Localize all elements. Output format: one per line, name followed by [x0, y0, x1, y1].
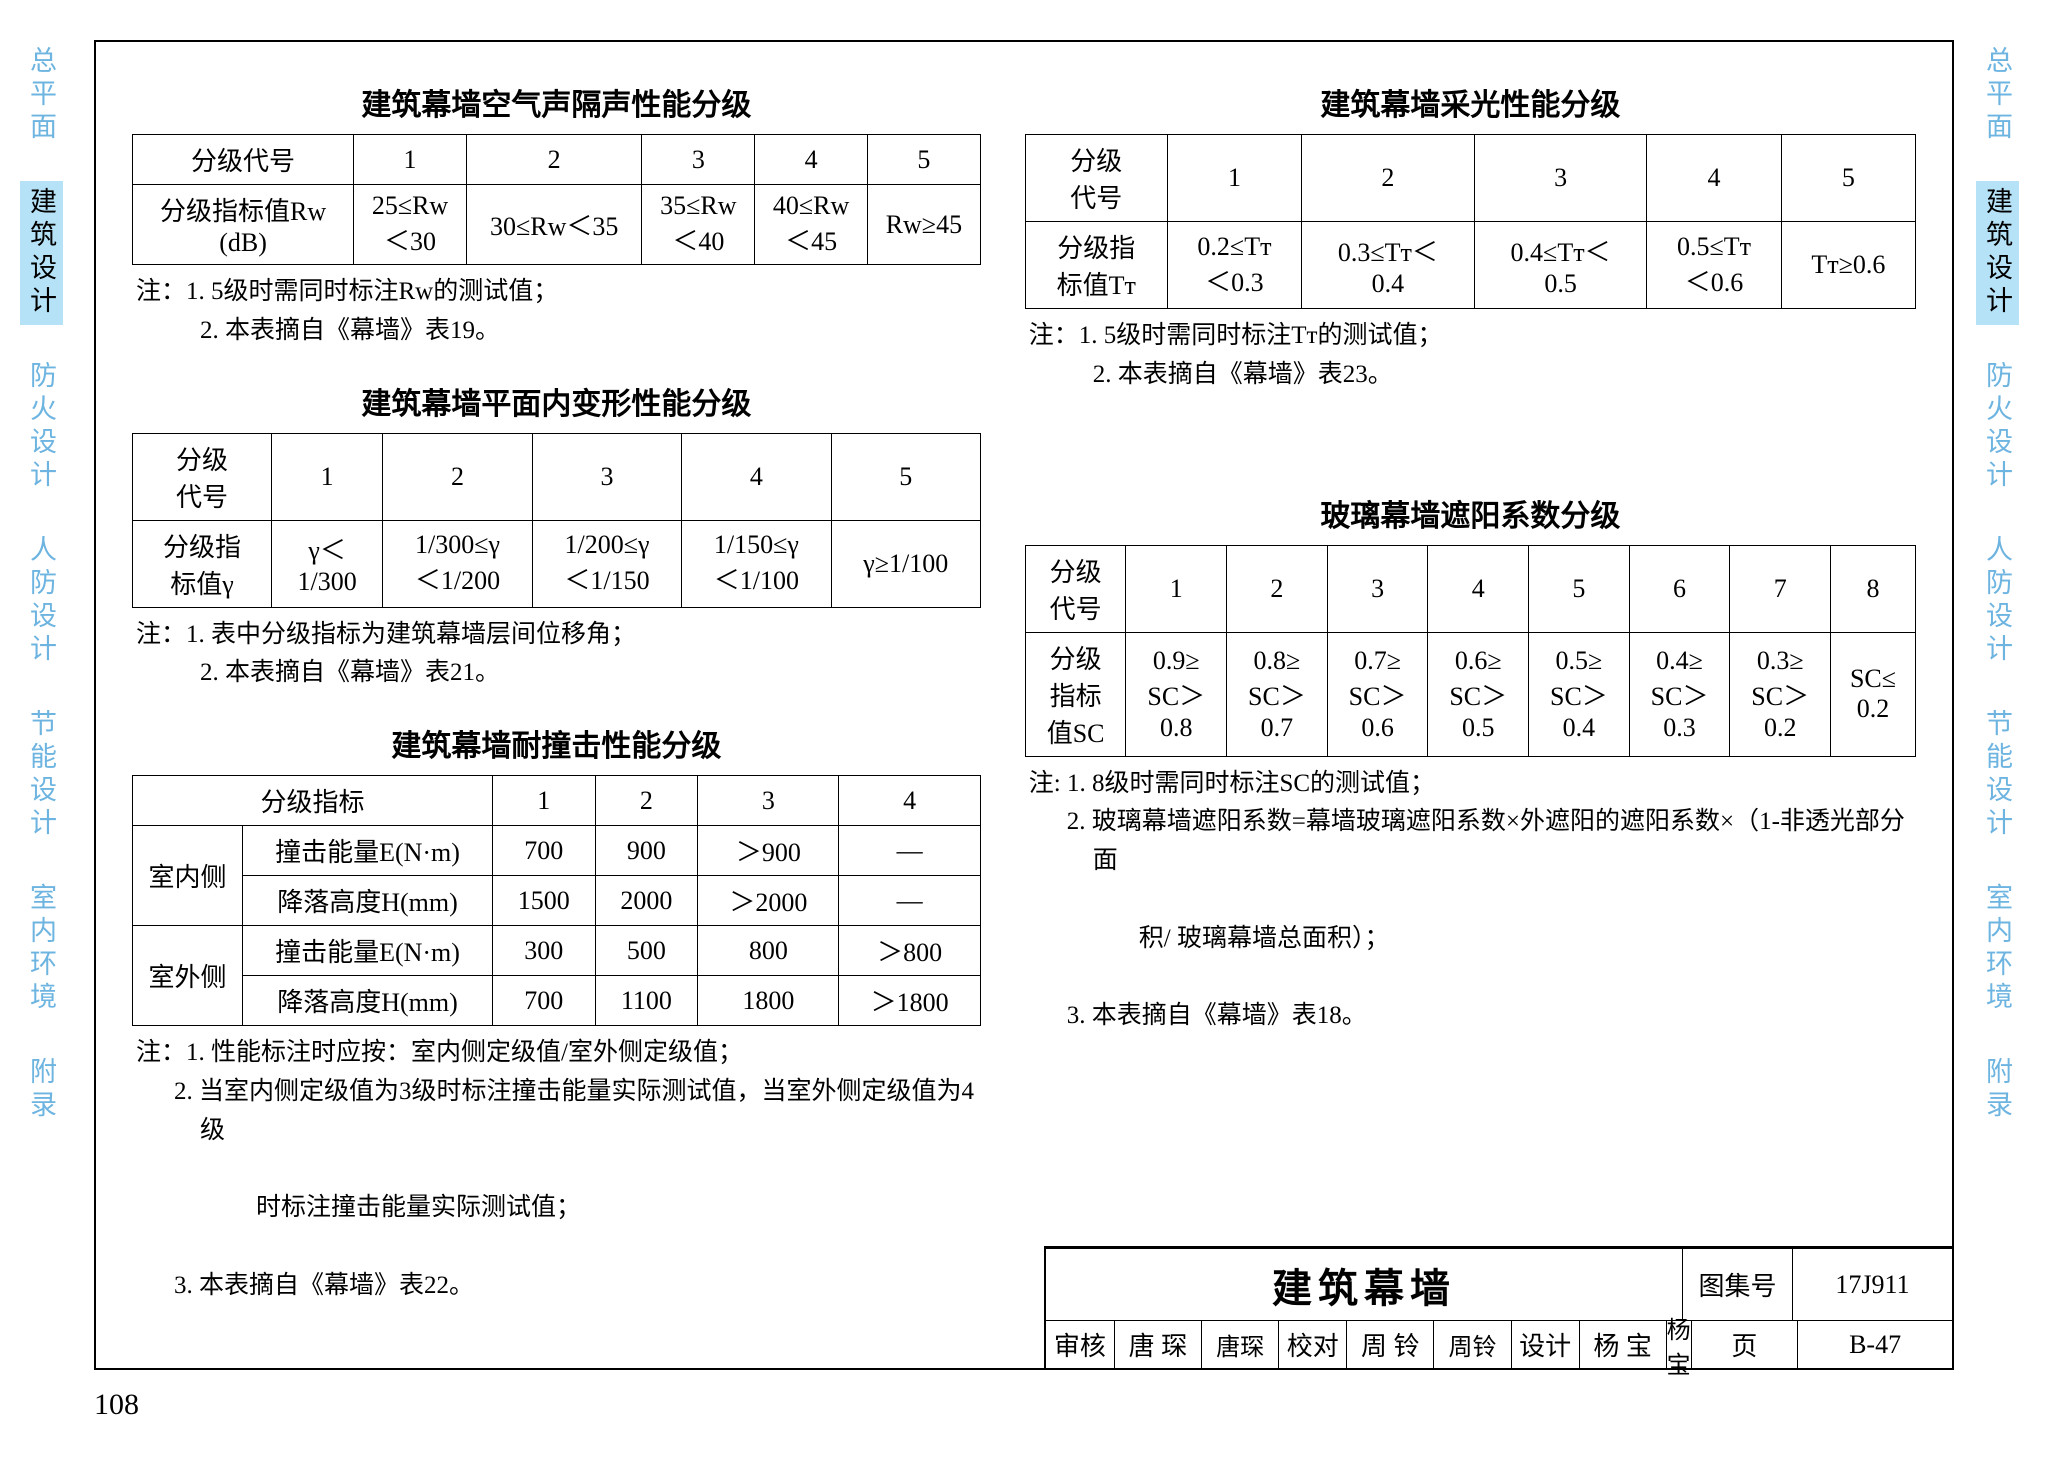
sidebar-item[interactable]: 人防设计 [1976, 529, 2019, 673]
check-label: 校对 [1278, 1320, 1346, 1368]
review-sign: 唐琛 [1201, 1320, 1278, 1368]
page-number: 108 [94, 1388, 139, 1422]
sidebar-item[interactable]: 总平面 [20, 40, 63, 151]
shading-notes: 注: 1. 8级时需同时标注SC的测试值；2. 玻璃幕墙遮阳系数=幕墙玻璃遮阳系… [1029, 765, 1916, 1036]
sound-table-title: 建筑幕墙空气声隔声性能分级 [132, 80, 981, 124]
page-value: B-47 [1797, 1320, 1952, 1368]
shading-table: 分级代号12345678分级指标值SC0.9≥SC＞0.80.8≥SC＞0.70… [1025, 545, 1916, 757]
sound-table: 分级代号12345分级指标值Rᴡ(dB)25≤Rᴡ＜3030≤Rᴡ＜3535≤R… [132, 134, 981, 265]
sidebar-item[interactable]: 节能设计 [20, 703, 63, 847]
deform-notes: 注：1. 表中分级指标为建筑幕墙层间位移角；2. 本表摘自《幕墙》表21。 [136, 616, 981, 694]
sidebar-item[interactable]: 建筑设计 [1976, 181, 2019, 325]
sidebar-item[interactable]: 人防设计 [20, 529, 63, 673]
daylight-table: 分级代号12345分级指标值Tᴛ0.2≤Tᴛ＜0.30.3≤Tᴛ＜0.40.4≤… [1025, 134, 1916, 309]
shading-table-title: 玻璃幕墙遮阳系数分级 [1025, 491, 1916, 535]
atlas-value: 17J911 [1792, 1248, 1952, 1320]
atlas-label: 图集号 [1682, 1248, 1792, 1320]
design-label: 设计 [1511, 1320, 1579, 1368]
left-sidebar: 总平面建筑设计防火设计人防设计节能设计室内环境附录 [20, 40, 70, 1159]
right-column: 建筑幕墙采光性能分级 分级代号12345分级指标值Tᴛ0.2≤Tᴛ＜0.30.3… [1025, 72, 1916, 1368]
check-sign: 周铃 [1433, 1320, 1510, 1368]
sidebar-item[interactable]: 建筑设计 [20, 181, 63, 325]
deform-table: 分级代号12345分级指标值γγ＜1/3001/300≤γ＜1/2001/200… [132, 433, 981, 608]
sound-notes: 注：1. 5级时需同时标注Rᴡ的测试值；2. 本表摘自《幕墙》表19。 [136, 273, 981, 351]
sidebar-item[interactable]: 附录 [1976, 1051, 2019, 1129]
sidebar-item[interactable]: 节能设计 [1976, 703, 2019, 847]
design-sign: 杨宝 [1666, 1320, 1691, 1368]
impact-notes: 注：1. 性能标注时应按：室内侧定级值/室外侧定级值；2. 当室内侧定级值为3级… [136, 1034, 981, 1305]
title-block: 建筑幕墙 图集号 17J911 审核 唐 琛 唐琛 校对 周 铃 周铃 设计 杨… [1044, 1246, 1954, 1370]
check-name: 周 铃 [1346, 1320, 1433, 1368]
design-name: 杨 宝 [1579, 1320, 1666, 1368]
sidebar-item[interactable]: 总平面 [1976, 40, 2019, 151]
left-column: 建筑幕墙空气声隔声性能分级 分级代号12345分级指标值Rᴡ(dB)25≤Rᴡ＜… [132, 72, 981, 1368]
impact-table-title: 建筑幕墙耐撞击性能分级 [132, 721, 981, 765]
daylight-notes: 注：1. 5级时需同时标注Tᴛ的测试值；2. 本表摘自《幕墙》表23。 [1029, 317, 1916, 395]
sidebar-item[interactable]: 附录 [20, 1051, 63, 1129]
sidebar-item[interactable]: 室内环境 [20, 877, 63, 1021]
review-label: 审核 [1046, 1320, 1114, 1368]
sidebar-item[interactable]: 防火设计 [20, 355, 63, 499]
sidebar-item[interactable]: 防火设计 [1976, 355, 2019, 499]
content-area: 建筑幕墙空气声隔声性能分级 分级代号12345分级指标值Rᴡ(dB)25≤Rᴡ＜… [96, 42, 1952, 1368]
page-label: 页 [1691, 1320, 1797, 1368]
right-sidebar: 总平面建筑设计防火设计人防设计节能设计室内环境附录 [1976, 40, 2026, 1159]
deform-table-title: 建筑幕墙平面内变形性能分级 [132, 379, 981, 423]
sidebar-item[interactable]: 室内环境 [1976, 877, 2019, 1021]
drawing-title: 建筑幕墙 [1046, 1248, 1682, 1320]
review-name: 唐 琛 [1114, 1320, 1201, 1368]
impact-table: 分级指标1234室内侧撞击能量E(N·m)700900＞900—降落高度H(mm… [132, 775, 981, 1026]
daylight-table-title: 建筑幕墙采光性能分级 [1025, 80, 1916, 124]
page-frame: 建筑幕墙空气声隔声性能分级 分级代号12345分级指标值Rᴡ(dB)25≤Rᴡ＜… [94, 40, 1954, 1370]
